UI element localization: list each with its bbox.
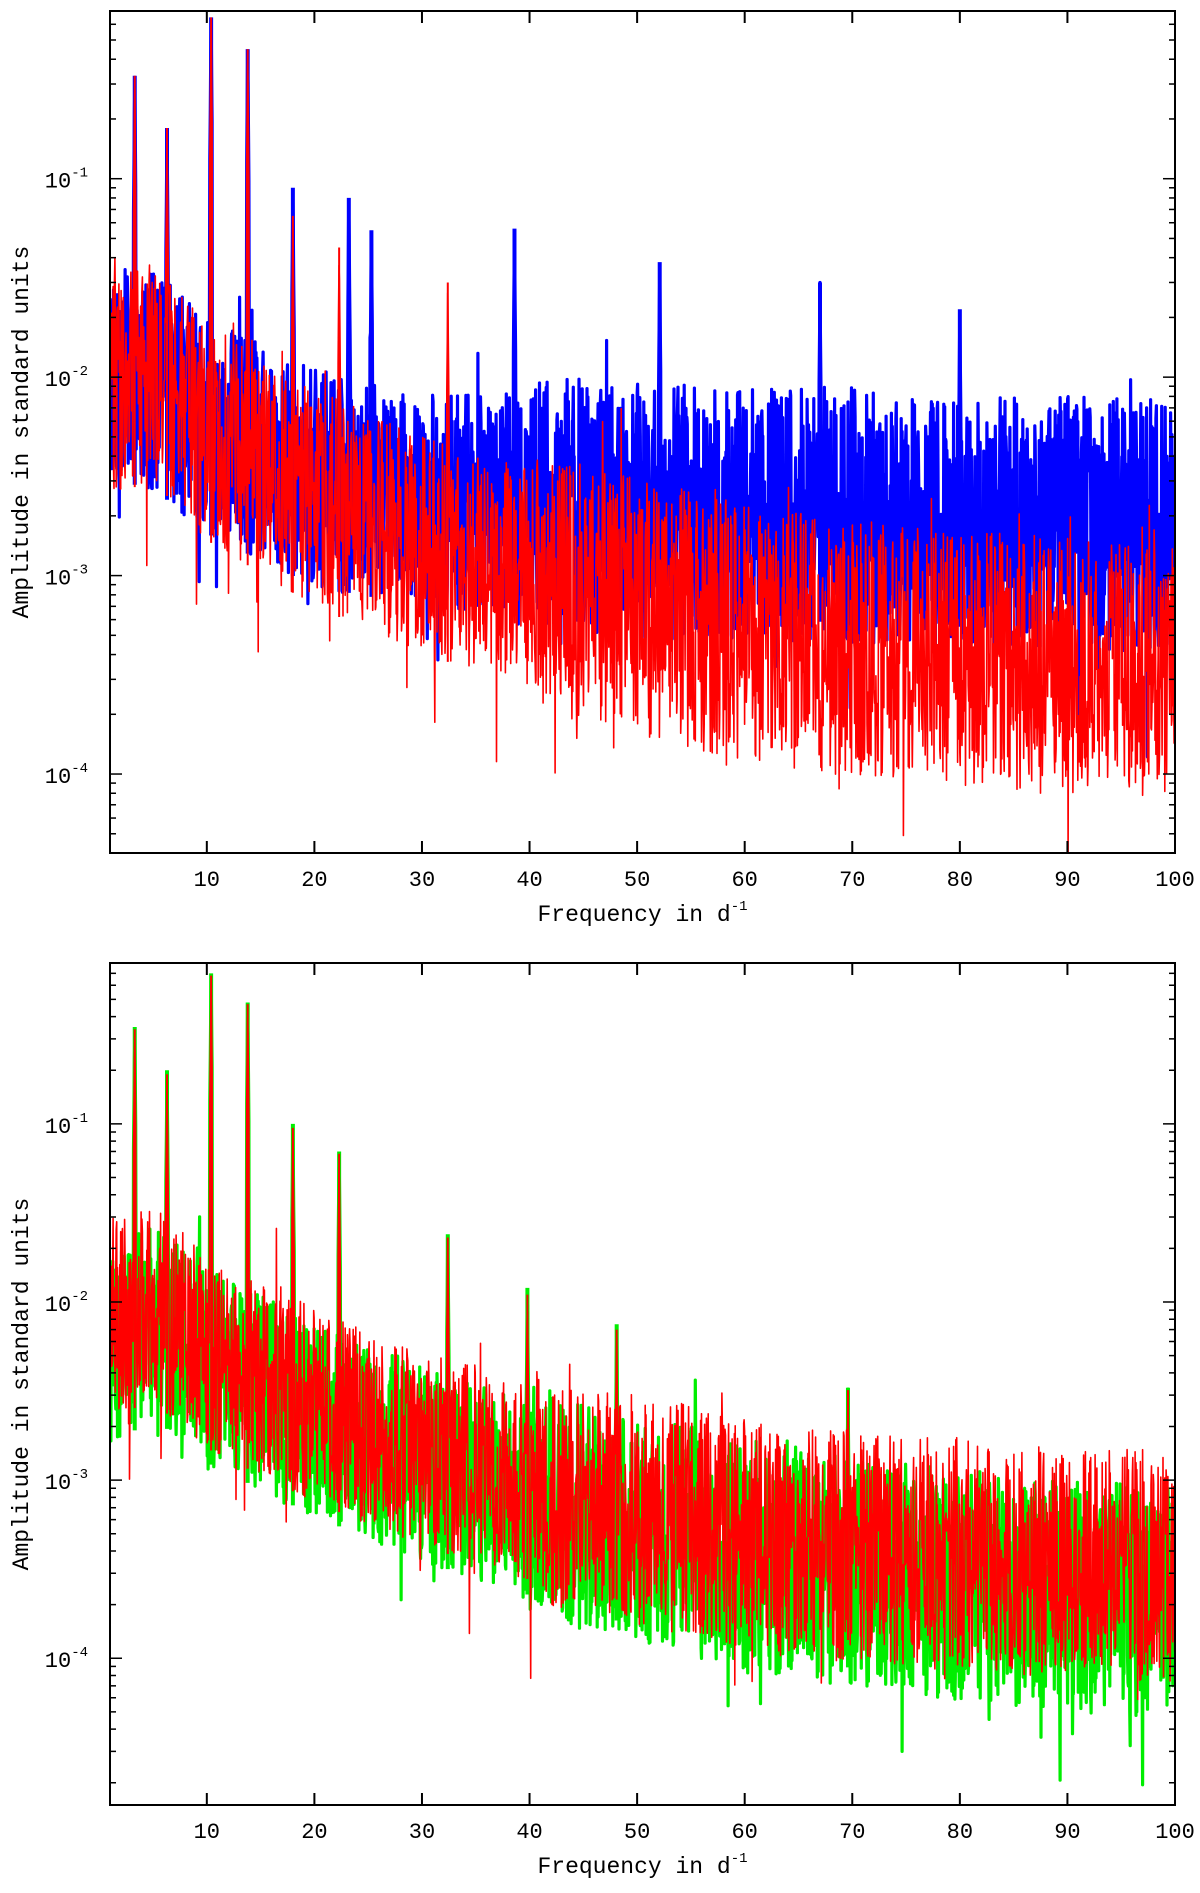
- x-tick-label: 100: [1155, 1820, 1195, 1845]
- x-tick-label: 40: [516, 868, 542, 893]
- y-axis-title: Amplitude in standard units: [9, 1198, 35, 1571]
- x-tick-label: 10: [194, 1820, 220, 1845]
- x-tick-label: 80: [947, 868, 973, 893]
- x-tick-label: 60: [731, 868, 757, 893]
- plot-frame: [109, 10, 1176, 854]
- x-tick-label: 80: [947, 1820, 973, 1845]
- series-line-red: [110, 22, 1175, 853]
- x-tick-label: 30: [409, 868, 435, 893]
- x-axis-title: Frequency in d-1: [537, 899, 747, 928]
- x-tick-label: 90: [1054, 1820, 1080, 1845]
- bottom-spectrum-panel: 10 20 30 40 50 60 70 80 90 100 10-4 10-3 10-2 10-1 Fre…: [9, 962, 1195, 1880]
- x-tick-label: 100: [1155, 868, 1195, 893]
- x-tick-label: 50: [624, 868, 650, 893]
- plot-frame: [109, 962, 1176, 1806]
- y-tick-label: 10-3: [45, 563, 88, 592]
- x-tick-label: 90: [1054, 868, 1080, 893]
- top-spectrum-panel: 10 20 30 40 50 60 70 80 90 100 10-4 10-3 10-2 10-1 Fre…: [9, 10, 1195, 928]
- y-axis-title: Amplitude in standard units: [9, 246, 35, 619]
- x-tick-label: 20: [301, 1820, 327, 1845]
- x-tick-label: 20: [301, 868, 327, 893]
- y-tick-label: 10-2: [45, 1289, 88, 1318]
- x-axis-title: Frequency in d-1: [537, 1851, 747, 1880]
- y-tick-label: 10-4: [45, 761, 88, 790]
- x-tick-label: 70: [839, 868, 865, 893]
- series-line-red: [110, 980, 1175, 1701]
- y-tick-label: 10-1: [45, 166, 88, 195]
- plot-area: [110, 17, 1175, 853]
- x-tick-label: 10: [194, 868, 220, 893]
- plot-area: [110, 973, 1175, 1787]
- x-tick-label: 40: [516, 1820, 542, 1845]
- x-tick-label: 30: [409, 1820, 435, 1845]
- y-tick-label: 10-3: [45, 1467, 88, 1496]
- x-tick-label: 70: [839, 1820, 865, 1845]
- x-tick-label: 60: [731, 1820, 757, 1845]
- y-tick-label: 10-2: [45, 364, 88, 393]
- y-tick-label: 10-1: [45, 1111, 88, 1140]
- y-tick-label: 10-4: [45, 1645, 88, 1674]
- x-tick-label: 50: [624, 1820, 650, 1845]
